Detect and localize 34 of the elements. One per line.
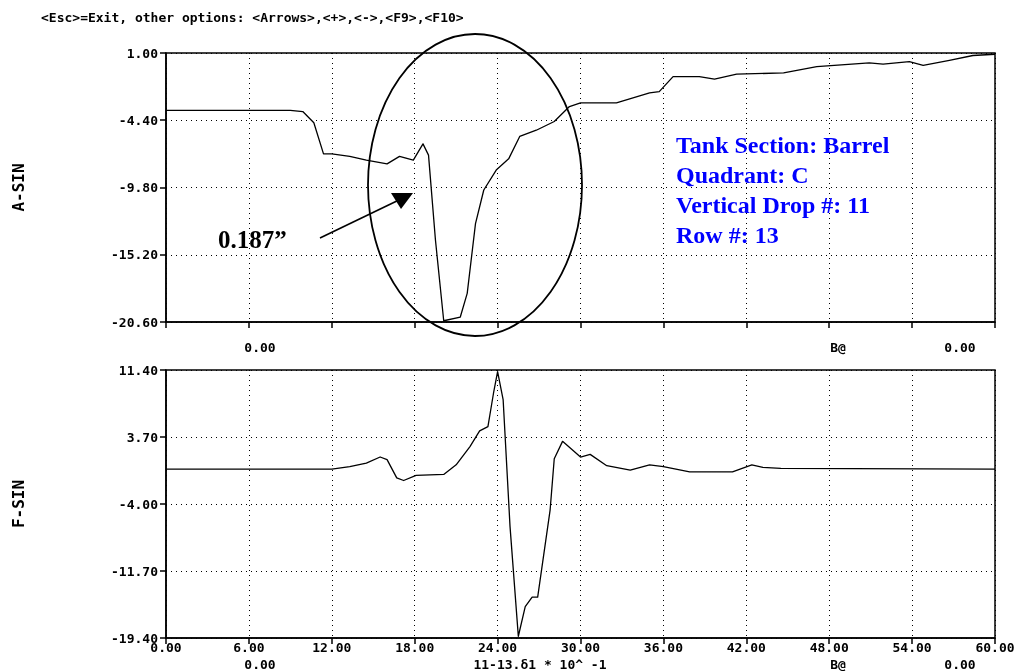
- x-tick-label: 30.00: [560, 640, 601, 655]
- x-tick-label: 18.00: [395, 640, 435, 655]
- chart-title: <Esc>=Exit, other options: <Arrows>,<+>,<->,<F9>,<F10>: [41, 10, 464, 25]
- y-tick-label: -4.00: [118, 496, 159, 512]
- y-tick-label: 3.70: [126, 429, 159, 445]
- y-axis-title: F-SIN: [8, 479, 28, 529]
- x-tick-label: 48.00: [809, 640, 849, 655]
- y-axis-title: A-SIN: [8, 163, 28, 212]
- x-tick-label: 24.00: [478, 640, 518, 655]
- y-tick-label: -15.20: [111, 247, 159, 263]
- text: 0.00: [944, 657, 976, 671]
- y-tick-label: 1.00: [126, 45, 159, 61]
- x-tick-label: 6.00: [233, 640, 265, 655]
- annotation: Vertical Drop #: 11: [676, 191, 870, 220]
- text: 0.00: [244, 340, 276, 355]
- annotation: Quadrant: C: [676, 161, 809, 190]
- text: 11-13.δ1 * 10^ -1: [473, 657, 607, 671]
- x-tick-label: 54.00: [892, 640, 932, 655]
- x-tick-label: 60.00: [975, 640, 1015, 655]
- y-tick-label: -4.40: [118, 112, 159, 128]
- x-tick-label: 36.00: [643, 640, 684, 655]
- text: B@: [830, 657, 846, 671]
- y-tick-label: -20.60: [111, 314, 159, 330]
- y-tick-label: -9.80: [118, 180, 159, 195]
- x-tick-label: 42.00: [726, 640, 767, 655]
- text: B@: [830, 340, 846, 355]
- x-tick-label: 12.00: [312, 640, 352, 655]
- text: 0.00: [944, 340, 976, 355]
- annotation: Row #: 13: [676, 221, 779, 250]
- annotation: Tank Section: Barrel: [676, 131, 890, 160]
- y-tick-label: 11.40: [118, 362, 159, 378]
- text: 0.00: [244, 657, 276, 671]
- annotation: 0.187”: [218, 226, 287, 254]
- y-tick-label: -11.70: [111, 563, 159, 579]
